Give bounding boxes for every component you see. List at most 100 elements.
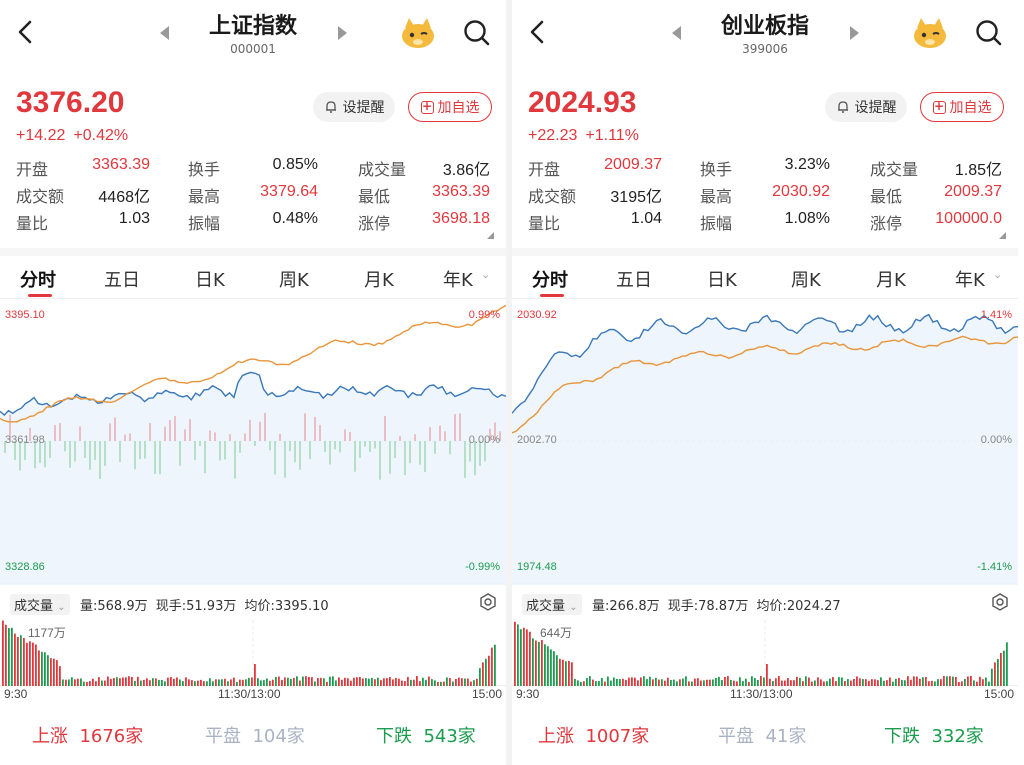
tab-3[interactable]: 周K	[279, 270, 309, 291]
volume-bar	[365, 678, 367, 686]
index-title: 创业板指	[720, 14, 809, 39]
volume-bar	[898, 677, 900, 686]
volume-bar	[949, 676, 951, 686]
volume-bar	[11, 627, 13, 686]
intraday-svg	[512, 313, 1018, 585]
settings-hexagon-icon[interactable]	[990, 592, 1010, 612]
volume-bar	[245, 679, 247, 686]
add-watchlist-label: 加自选	[949, 100, 992, 116]
add-watchlist-button[interactable]: + 加自选	[920, 92, 1004, 122]
volume-bar	[329, 676, 331, 686]
volume-bar	[173, 678, 175, 686]
volume-bar	[976, 681, 978, 686]
chevron-down-icon: ⌄	[481, 268, 491, 281]
volume-bar	[62, 679, 64, 686]
chart-tabs: 分时 五日 日K 周K 月K 年K ⌄	[512, 248, 1018, 297]
volume-bar	[772, 681, 774, 686]
change-percent: +1.11%	[585, 127, 639, 144]
back-arrow-icon[interactable]	[12, 18, 40, 46]
chevron-down-icon: ⌄	[993, 268, 1003, 281]
volume-bar	[146, 678, 148, 686]
volume-bar	[203, 681, 205, 686]
volume-bar	[164, 681, 166, 686]
tab-2[interactable]: 日K	[707, 270, 737, 291]
tab-2[interactable]: 日K	[195, 270, 225, 291]
tab-5[interactable]: 年K	[443, 270, 473, 291]
volume-bar	[886, 680, 888, 686]
tab-0[interactable]: 分时	[532, 270, 568, 291]
tab-1[interactable]: 五日	[616, 270, 652, 291]
mascot-icon[interactable]	[911, 14, 949, 50]
expand-corner-icon[interactable]	[999, 232, 1006, 239]
volume-bar	[47, 655, 49, 686]
volume-bar	[766, 664, 768, 686]
next-index-arrow-icon[interactable]	[338, 26, 347, 40]
stat-value: 2030.92	[772, 183, 830, 200]
price-line	[0, 371, 506, 416]
volume-bar	[350, 680, 352, 686]
volume-bar	[610, 680, 612, 686]
volume-bar	[236, 681, 238, 686]
volume-bar	[784, 680, 786, 686]
settings-hexagon-icon[interactable]	[478, 592, 498, 612]
intraday-chart[interactable]: 2030.92 2002.70 1974.48 1.41% 0.00% -1.41%	[512, 298, 1018, 585]
volume-bar	[260, 680, 262, 686]
average-line	[0, 304, 506, 423]
stat-value: 3.86亿	[442, 162, 490, 179]
tab-4[interactable]: 月K	[876, 270, 906, 291]
stat-value: 3363.39	[432, 183, 490, 200]
average-price: 均价:3395.10	[244, 599, 329, 614]
add-watchlist-button[interactable]: + 加自选	[408, 92, 492, 122]
tab-3[interactable]: 周K	[791, 270, 821, 291]
search-icon[interactable]	[462, 18, 492, 48]
tab-1[interactable]: 五日	[104, 270, 140, 291]
tab-5[interactable]: 年K	[955, 270, 985, 291]
stats-row: 量比 1.03 振幅 0.48% 涨停 3698.18	[0, 210, 506, 236]
back-arrow-icon[interactable]	[524, 18, 552, 46]
volume-bar	[661, 679, 663, 686]
intraday-chart[interactable]: 3395.10 3361.98 3328.86 0.99% 0.00% -0.99%	[0, 298, 506, 585]
volume-bar	[305, 676, 307, 686]
tab-4[interactable]: 月K	[364, 270, 394, 291]
axis-label: 2030.92	[517, 309, 557, 321]
next-index-arrow-icon[interactable]	[850, 26, 859, 40]
volume-bar	[889, 677, 891, 686]
volume-bar	[257, 678, 259, 686]
set-alert-button[interactable]: 设提醒	[825, 92, 907, 122]
volume-bar	[703, 680, 705, 686]
intraday-svg	[0, 304, 506, 585]
volume-bar	[131, 676, 133, 686]
volume-bar	[233, 677, 235, 686]
volume-indicator-select[interactable]: 成交量 ⌄	[522, 594, 582, 615]
volume-bar	[550, 649, 552, 686]
volume-bar	[877, 680, 879, 686]
change-percent: +0.42%	[73, 127, 129, 144]
volume-bar	[805, 676, 807, 686]
volume-bar	[296, 676, 298, 686]
axis-label: 1.41%	[980, 309, 1012, 321]
volume-bar	[221, 679, 223, 686]
search-icon[interactable]	[974, 18, 1004, 48]
volume-bar	[679, 679, 681, 686]
price-change: +22.23 +1.11%	[528, 127, 647, 145]
volume-bar	[901, 680, 903, 686]
volume-indicator-select[interactable]: 成交量 ⌄	[10, 594, 70, 615]
volume-bar	[290, 678, 292, 686]
prev-index-arrow-icon[interactable]	[160, 26, 169, 40]
volume-bar	[8, 628, 10, 686]
expand-corner-icon[interactable]	[487, 232, 494, 239]
volume-bar	[167, 677, 169, 686]
stat-label: 涨停	[870, 214, 903, 233]
mascot-icon[interactable]	[399, 14, 437, 50]
panel-divider	[506, 0, 512, 765]
volume-bar	[326, 681, 328, 686]
set-alert-button[interactable]: 设提醒	[313, 92, 395, 122]
volume-bar	[922, 677, 924, 686]
current-price: 3376.20	[16, 86, 125, 119]
volume-bar	[341, 679, 343, 686]
prev-index-arrow-icon[interactable]	[672, 26, 681, 40]
tab-0[interactable]: 分时	[20, 270, 56, 291]
volume-bar	[943, 676, 945, 686]
stats-row: 成交额 4468亿 最高 3379.64 最低 3363.39	[0, 183, 506, 209]
volume-bar	[494, 644, 496, 686]
